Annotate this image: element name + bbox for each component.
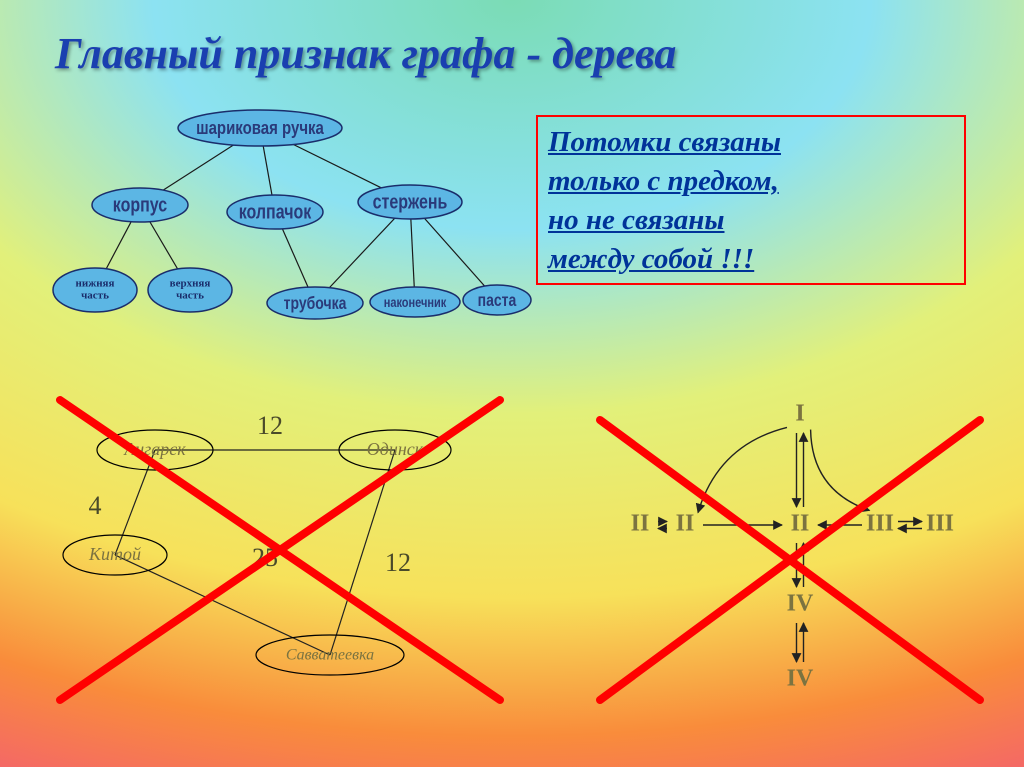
roman-node-label: IV bbox=[787, 591, 814, 617]
tree-node-label: верхняя bbox=[170, 278, 211, 290]
city-node-label: Китой bbox=[88, 544, 141, 564]
roman-node-label: III bbox=[866, 511, 894, 537]
roman-node-label: II bbox=[631, 511, 650, 537]
roman-node-label: IV bbox=[787, 666, 814, 692]
tree-node-label: трубочка bbox=[284, 295, 347, 314]
tree-node-label: корпус bbox=[113, 194, 167, 216]
tree-node-label: наконечник bbox=[384, 295, 447, 310]
tree-node-label: нижняя bbox=[76, 278, 115, 290]
roman-node-label: II bbox=[676, 511, 695, 537]
tree-node-label: часть bbox=[81, 290, 109, 302]
city-node-label: Савватеевка bbox=[286, 647, 374, 664]
roman-node-label: III bbox=[926, 511, 954, 537]
tree-node-label: стержень bbox=[373, 191, 448, 213]
diagram-svg: шариковая ручка корпус колпачок стержень ниж… bbox=[0, 0, 1024, 767]
roman-node-label: I bbox=[795, 401, 804, 427]
roman-node-label: II bbox=[791, 511, 810, 537]
roman-arrow bbox=[811, 430, 870, 511]
slide-stage: Главный признак графа - дерева Потомки с… bbox=[0, 0, 1024, 767]
tree-node-label: шариковая ручка bbox=[196, 118, 324, 139]
tree-node-label: часть bbox=[176, 290, 204, 302]
tree-node-label: колпачок bbox=[239, 201, 312, 223]
city-edge-weight: 12 bbox=[257, 411, 283, 440]
city-edge-weight: 12 bbox=[385, 548, 411, 577]
tree-node-label: паста bbox=[478, 292, 517, 311]
city-edge-weight: 4 bbox=[89, 491, 102, 520]
